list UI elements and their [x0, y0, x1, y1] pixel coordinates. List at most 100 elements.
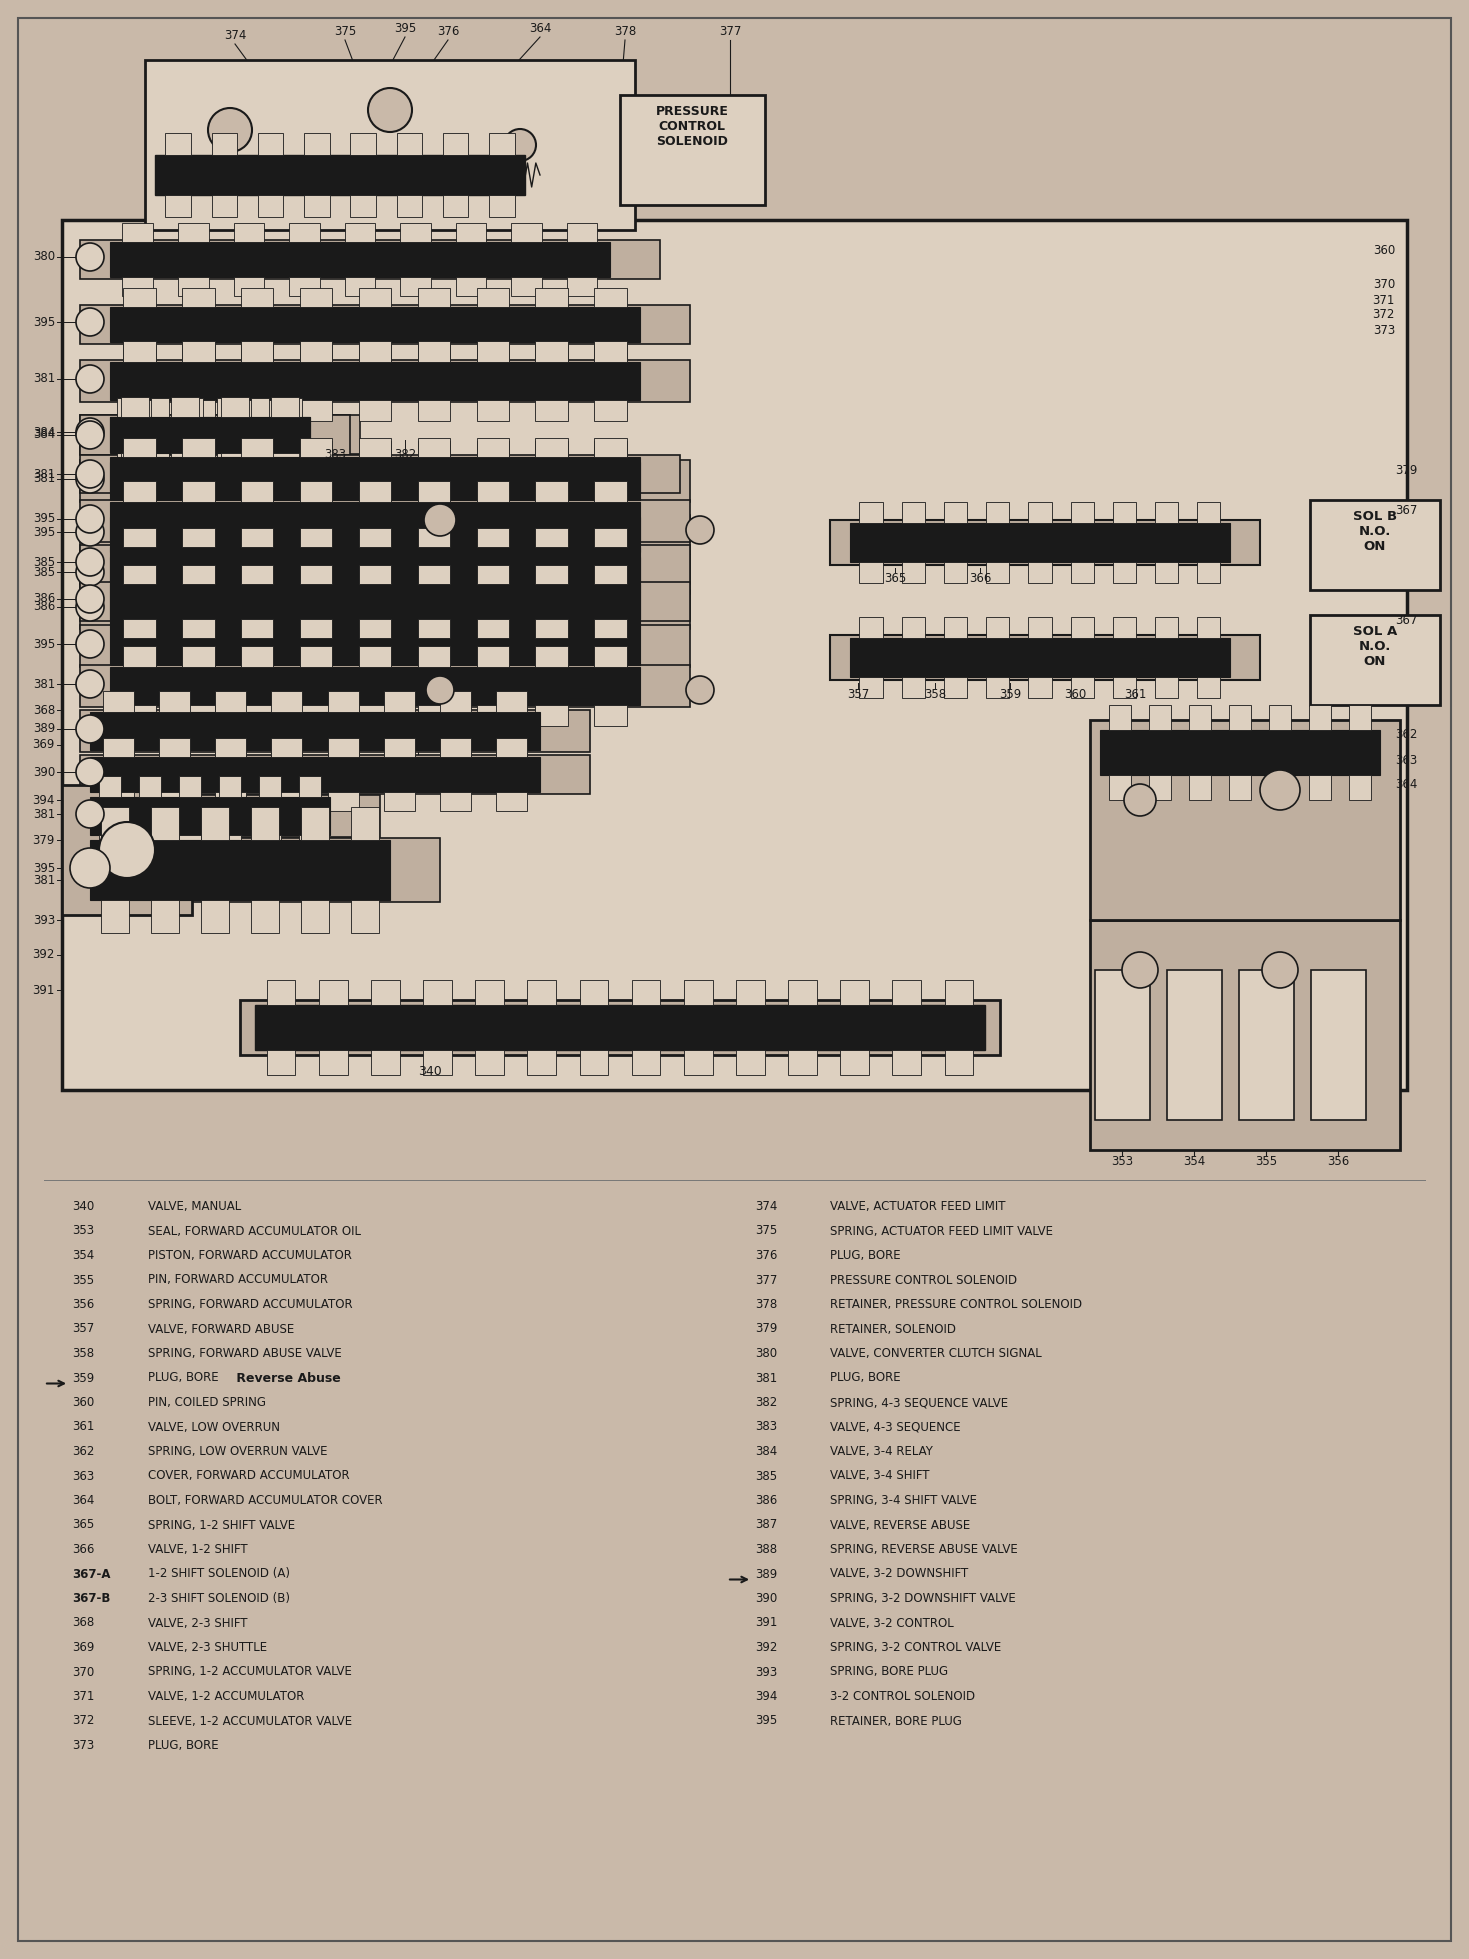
Text: 373: 373: [1372, 323, 1396, 337]
Bar: [536, 539, 569, 556]
Bar: [123, 619, 156, 639]
Bar: [301, 899, 329, 932]
Text: 389: 389: [32, 723, 54, 735]
Text: 353: 353: [72, 1224, 94, 1238]
Bar: [90, 711, 541, 750]
Bar: [110, 243, 610, 276]
Bar: [182, 664, 214, 686]
Bar: [182, 400, 214, 421]
Bar: [358, 572, 391, 592]
Text: VALVE, FORWARD ABUSE: VALVE, FORWARD ABUSE: [148, 1322, 294, 1336]
Text: 372: 372: [72, 1714, 94, 1728]
Bar: [476, 541, 508, 560]
Text: PLUG, BORE: PLUG, BORE: [830, 1250, 900, 1262]
Bar: [358, 552, 391, 572]
Bar: [685, 980, 712, 1005]
Bar: [79, 709, 591, 752]
Bar: [358, 539, 391, 556]
Bar: [1310, 970, 1366, 1121]
Bar: [789, 980, 817, 1005]
Bar: [182, 500, 214, 521]
Bar: [476, 492, 508, 509]
Bar: [358, 705, 391, 727]
Bar: [358, 288, 391, 308]
Text: 359: 359: [269, 760, 291, 774]
Text: 367-A: 367-A: [72, 1567, 110, 1581]
Bar: [595, 492, 627, 509]
Bar: [417, 646, 450, 666]
Circle shape: [1260, 770, 1300, 809]
Bar: [1155, 617, 1178, 639]
Bar: [182, 288, 214, 308]
Circle shape: [369, 88, 411, 131]
Text: 385: 385: [32, 556, 54, 568]
Bar: [1197, 678, 1221, 699]
Bar: [1114, 617, 1136, 639]
Bar: [511, 276, 542, 296]
Bar: [580, 980, 608, 1005]
Bar: [79, 795, 380, 836]
Bar: [140, 835, 162, 856]
Bar: [476, 498, 508, 517]
Bar: [945, 678, 967, 699]
Bar: [423, 1050, 452, 1075]
Bar: [383, 692, 414, 711]
Bar: [110, 584, 640, 619]
Bar: [1230, 705, 1252, 731]
Bar: [272, 453, 298, 472]
Text: 380: 380: [755, 1348, 777, 1360]
Bar: [595, 592, 627, 611]
Bar: [182, 592, 214, 611]
Bar: [123, 492, 156, 509]
Bar: [123, 705, 156, 727]
Bar: [179, 835, 201, 856]
Text: 391: 391: [32, 983, 54, 997]
Bar: [527, 980, 557, 1005]
Bar: [259, 196, 284, 217]
Text: 357: 357: [72, 1322, 94, 1336]
Bar: [212, 133, 237, 155]
Circle shape: [76, 799, 104, 829]
Circle shape: [209, 108, 253, 153]
Text: 366: 366: [72, 1544, 94, 1555]
Text: 359: 359: [999, 688, 1021, 701]
Bar: [536, 441, 569, 462]
Bar: [945, 980, 974, 1005]
Bar: [103, 739, 134, 756]
Text: SPRING, 4-3 SEQUENCE VALVE: SPRING, 4-3 SEQUENCE VALVE: [830, 1397, 1008, 1409]
Bar: [476, 539, 508, 556]
Bar: [417, 582, 450, 601]
Bar: [595, 705, 627, 727]
Bar: [536, 492, 569, 509]
Bar: [289, 223, 320, 243]
Bar: [358, 592, 391, 611]
Bar: [123, 646, 156, 666]
Bar: [358, 492, 391, 509]
Text: 386: 386: [32, 601, 54, 613]
Text: VALVE, 2-3 SHIFT: VALVE, 2-3 SHIFT: [148, 1616, 247, 1630]
Bar: [110, 666, 640, 705]
Bar: [400, 276, 430, 296]
Bar: [476, 1050, 504, 1075]
Text: 392: 392: [755, 1642, 777, 1653]
Text: 368: 368: [72, 1616, 94, 1630]
Text: 381: 381: [32, 372, 54, 386]
Text: 356: 356: [72, 1299, 94, 1311]
Text: 381: 381: [755, 1371, 777, 1385]
Text: 361: 361: [72, 1420, 94, 1434]
Bar: [536, 527, 569, 547]
Bar: [840, 980, 870, 1005]
Bar: [159, 791, 190, 811]
Text: 394: 394: [755, 1691, 777, 1702]
Bar: [182, 527, 214, 547]
Bar: [736, 980, 765, 1005]
Bar: [267, 1050, 295, 1075]
Bar: [595, 627, 627, 646]
Bar: [259, 776, 281, 797]
Text: VALVE, CONVERTER CLUTCH SIGNAL: VALVE, CONVERTER CLUTCH SIGNAL: [830, 1348, 1042, 1360]
Text: 383: 383: [755, 1420, 777, 1434]
Bar: [1028, 502, 1052, 523]
Bar: [685, 1050, 712, 1075]
Bar: [358, 341, 391, 362]
Text: 378: 378: [614, 25, 636, 37]
